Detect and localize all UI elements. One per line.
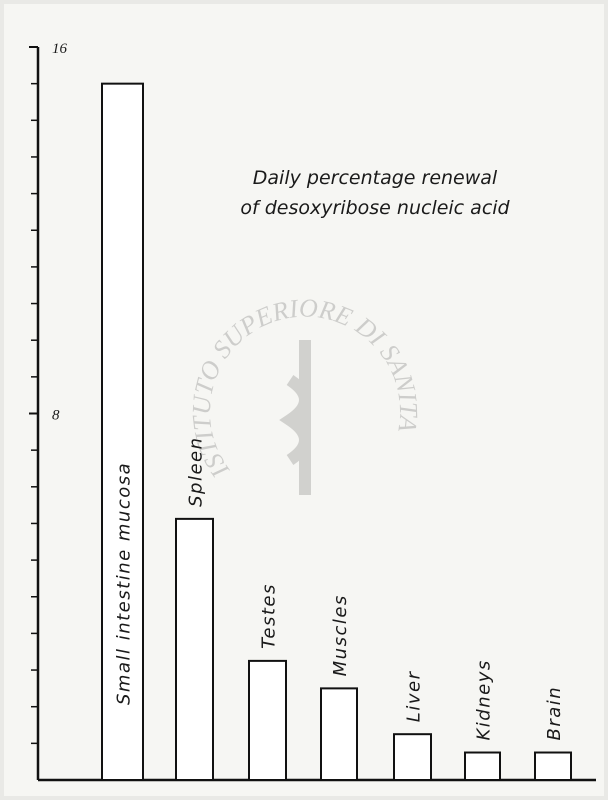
bar [534, 751, 572, 782]
watermark-emblem [279, 340, 311, 495]
bar [464, 751, 501, 782]
bar [248, 659, 287, 782]
bar [320, 687, 358, 781]
category-label: Testes [259, 583, 280, 649]
category-label: Kidneys [474, 659, 495, 740]
category-label: Spleen [186, 436, 207, 506]
category-label: Small intestine mucosa [114, 462, 135, 705]
bar [101, 82, 144, 781]
bar [175, 517, 214, 782]
category-label: Muscles [330, 594, 351, 676]
category-label: Liver [404, 670, 425, 722]
y-tick-label: 8 [52, 408, 60, 424]
bar [393, 733, 432, 781]
chart-title: of desoxyribose nucleic acid [240, 197, 510, 219]
y-tick-label: 16 [52, 41, 68, 57]
chart-title: Daily percentage renewal [253, 167, 498, 189]
category-label: Brain [544, 686, 565, 741]
